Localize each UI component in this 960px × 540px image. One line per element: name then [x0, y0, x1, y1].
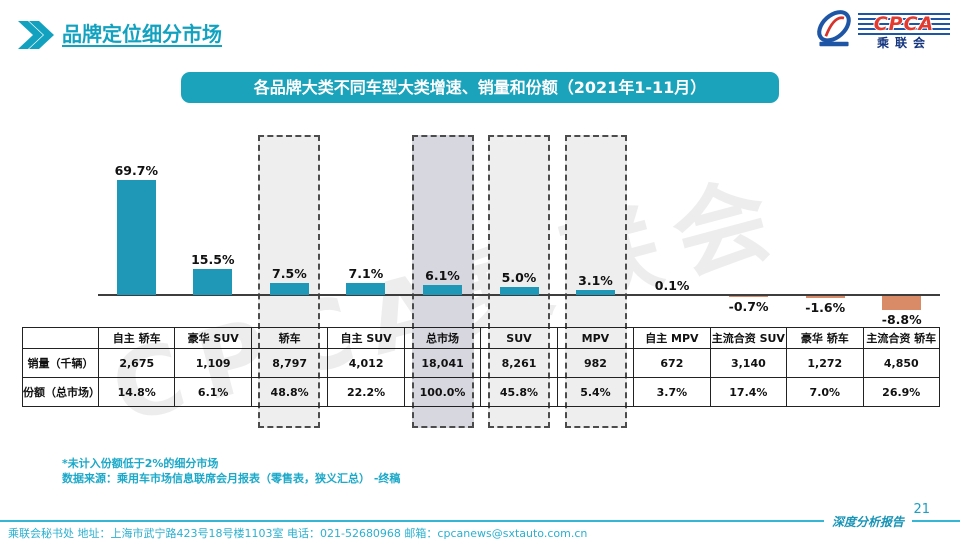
share-row-cell-9: 7.0%	[786, 377, 864, 407]
share-row-cell-3: 22.2%	[327, 377, 405, 407]
segment-header-row-cell-2: 轿车	[250, 327, 329, 349]
share-row-header: 份额（总市场）	[22, 377, 99, 407]
growth-label-2: 7.5%	[272, 265, 307, 281]
cpca-logo-stripes: CPCA	[858, 13, 950, 35]
growth-label-0: 69.7%	[114, 163, 158, 178]
sales-row-cell-5: 8,261	[480, 348, 558, 378]
sales-row-cell-7: 672	[633, 348, 711, 378]
growth-label-9: -1.6%	[805, 300, 846, 316]
segment-header-row-cell-6: MPV	[556, 327, 635, 349]
sales-row-cell-1: 1,109	[174, 348, 252, 378]
segment-header-row-header	[22, 327, 99, 349]
sales-row-cell-2: 8,797	[250, 348, 329, 378]
share-row-cell-2: 48.8%	[250, 377, 329, 407]
growth-label-3: 7.1%	[348, 266, 384, 282]
sales-row-cell-4: 18,041	[403, 348, 482, 378]
segment-header-row-cell-4: 总市场	[403, 327, 482, 349]
data-table: 自主 轿车 豪华 SUV 轿车 自主 SUV 总市场 SUV MPV 自主 MPV 主流合资 S…	[22, 327, 941, 407]
share-row-cell-10: 26.9%	[862, 377, 941, 407]
segment-header-row-cell-8: 主流合资 SUV	[709, 327, 788, 349]
page-title: 品牌定位细分市场	[62, 22, 222, 46]
segment-header-row-cell-3: 自主 SUV	[327, 327, 405, 349]
growth-bar-4	[423, 284, 462, 295]
growth-bar-9	[805, 295, 845, 299]
growth-bar-1	[193, 269, 233, 295]
segment-header-row-cell-9: 豪华 轿车	[786, 327, 864, 349]
growth-label-6: 3.1%	[578, 272, 613, 288]
share-row-cell-6: 5.4%	[556, 377, 635, 407]
segment-header-row-cell-7: 自主 MPV	[633, 327, 711, 349]
growth-bar-0	[116, 180, 156, 295]
growth-bar-8	[729, 295, 769, 297]
segment-header-row-cell-0: 自主 轿车	[97, 327, 176, 349]
sales-row-cell-8: 3,140	[709, 348, 788, 378]
sales-row-cell-3: 4,012	[327, 348, 405, 378]
cpca-logo: CPCA 乘联会	[814, 8, 950, 54]
share-row-cell-5: 45.8%	[480, 377, 558, 407]
footnote-share-threshold: *未计入份额低于2%的细分市场	[62, 457, 219, 470]
share-row-cell-0: 14.8%	[97, 377, 176, 407]
sales-row-cell-6: 982	[556, 348, 635, 378]
growth-bar-3	[346, 283, 386, 295]
sales-row-cell-10: 4,850	[862, 348, 941, 378]
sales-row-cell-9: 1,272	[786, 348, 864, 378]
cpca-logo-chinese-name: 乘联会	[876, 36, 931, 50]
segment-header-row-cell-5: SUV	[480, 327, 558, 349]
cpca-logo-acronym: CPCA	[873, 12, 935, 35]
growth-label-8: -0.7%	[728, 298, 769, 314]
growth-bar-6	[576, 289, 615, 295]
segment-header-row-cell-10: 主流合资 轿车	[862, 327, 941, 349]
growth-label-5: 5.0%	[501, 269, 537, 285]
chart-title-banner: 各品牌大类不同车型大类增速、销量和份额（2021年1-11月）	[181, 72, 779, 103]
footnotes: *未计入份额低于2%的细分市场 数据来源：乘用车市场信息联席会月报表（零售表，狭…	[62, 456, 400, 486]
share-row-cell-7: 3.7%	[633, 377, 711, 407]
segment-header-row: 自主 轿车 豪华 SUV 轿车 自主 SUV 总市场 SUV MPV 自主 MPV 主流合资 S…	[22, 327, 941, 349]
cpca-logo-text: CPCA 乘联会	[858, 13, 950, 49]
double-chevron-icon	[18, 21, 54, 53]
footnote-data-source: 数据来源：乘用车市场信息联席会月报表（零售表，狭义汇总） -终稿	[62, 472, 401, 485]
growth-label-10: -8.8%	[881, 312, 922, 327]
footer-divider-line	[0, 520, 960, 522]
share-row-cell-8: 17.4%	[709, 377, 788, 407]
page-number: 21	[913, 502, 930, 517]
share-row-cell-1: 6.1%	[174, 377, 252, 407]
growth-label-1: 15.5%	[191, 252, 235, 268]
growth-bar-5	[499, 286, 539, 296]
growth-bar-2	[269, 282, 309, 295]
growth-label-4: 6.1%	[425, 267, 460, 283]
footer-contact-info: 乘联会秘书处 地址：上海市武宁路423号18号楼1103室 电话：021-526…	[8, 527, 588, 540]
segment-header-row-cell-1: 豪华 SUV	[174, 327, 252, 349]
cpca-emblem-icon	[814, 8, 854, 54]
growth-label-7: 0.1%	[654, 277, 690, 293]
sales-row-header: 销量（千辆）	[22, 348, 99, 378]
sales-row: 销量（千辆） 2,675 1,109 8,797 4,012 18,041 8,261 982…	[22, 348, 941, 378]
sales-row-cell-0: 2,675	[97, 348, 176, 378]
report-type-label: 深度分析报告	[824, 513, 913, 530]
share-row-cell-4: 100.0%	[403, 377, 482, 407]
growth-bar-10	[882, 295, 922, 310]
share-row: 份额（总市场） 14.8% 6.1% 48.8% 22.2% 100.0% 45.8% 5.4…	[22, 377, 941, 407]
